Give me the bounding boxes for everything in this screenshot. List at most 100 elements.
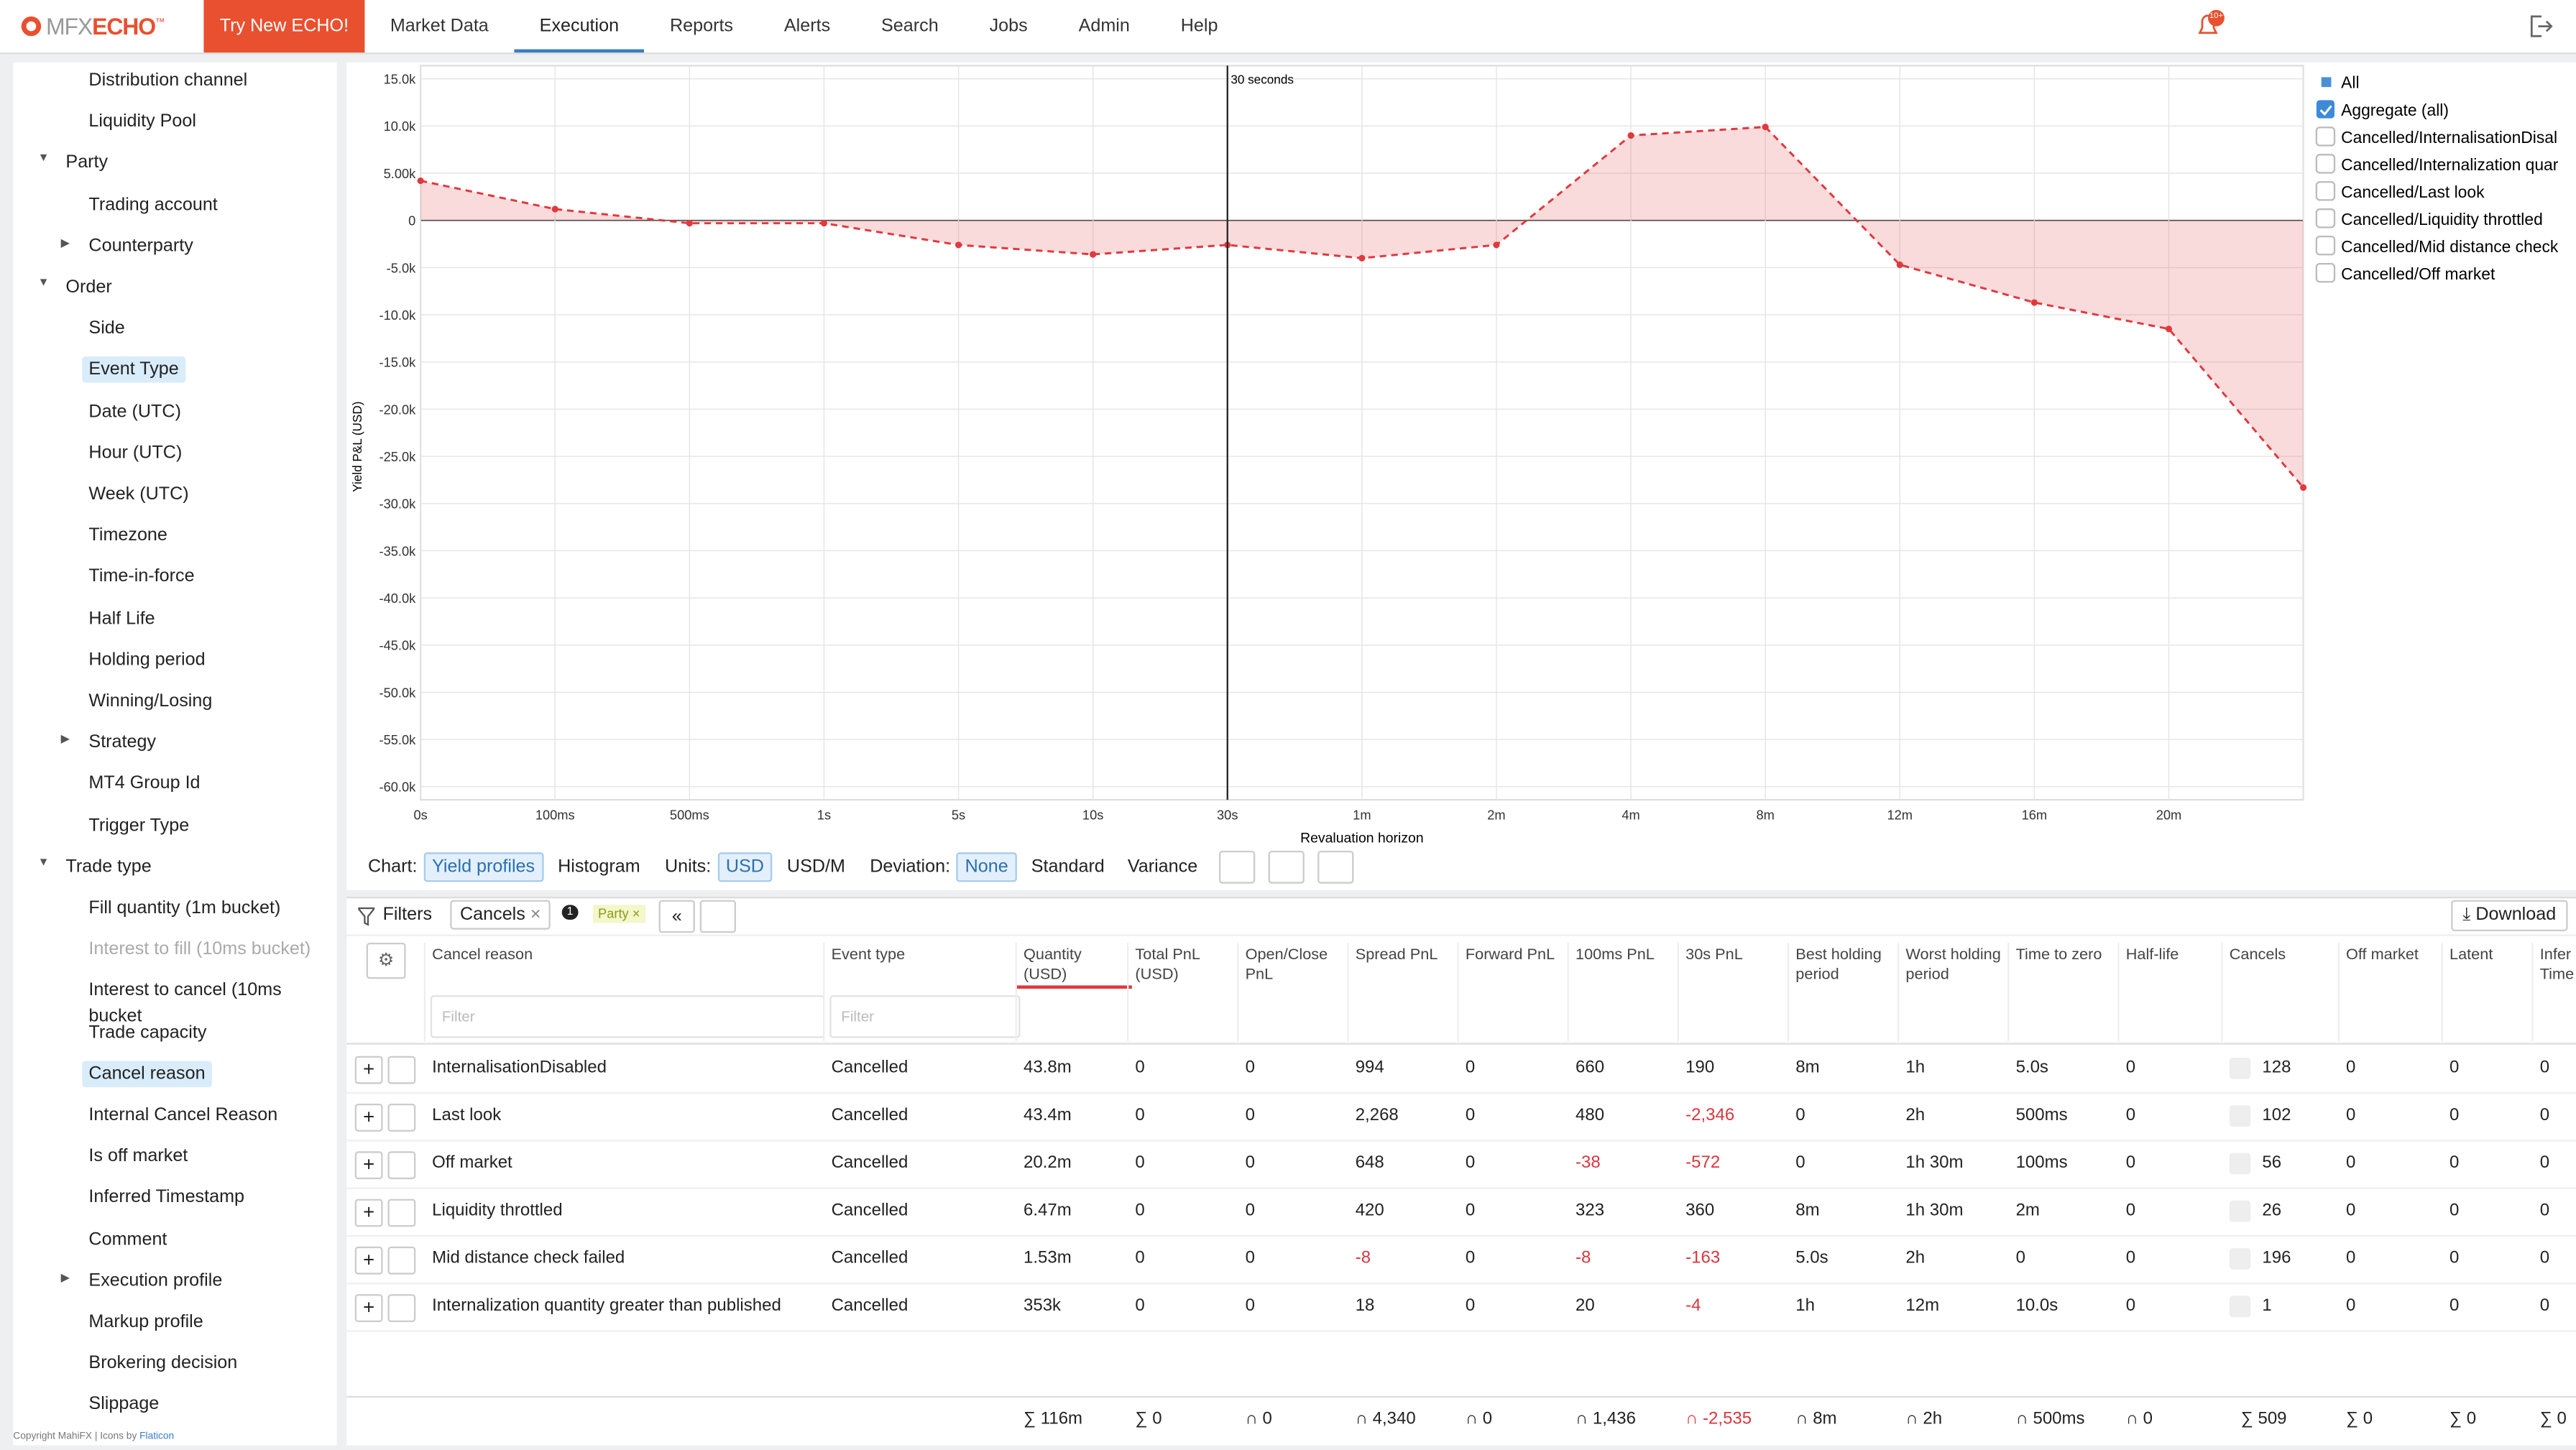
download-button[interactable]: ⤓ Download <box>2451 900 2568 931</box>
nav-tab[interactable]: Reports <box>669 16 734 37</box>
expand-button[interactable]: + <box>354 1056 383 1084</box>
sidebar-item[interactable]: Counterparty <box>88 236 193 257</box>
sidebar-item[interactable]: Interest to fill (10ms bucket) <box>88 939 311 960</box>
sidebar-item[interactable]: MT4 Group Id <box>88 774 201 794</box>
filter-row-button[interactable] <box>387 1056 416 1084</box>
nav-tab[interactable]: Alerts <box>783 16 831 37</box>
column-header[interactable]: Worst holding period <box>1905 946 2001 984</box>
filter-row-button[interactable] <box>387 1246 416 1275</box>
settings-button[interactable] <box>1218 850 1256 884</box>
table-cell: 0 <box>2125 1296 2136 1316</box>
table-cell: 43.4m <box>1023 1105 1072 1125</box>
column-header[interactable]: Total PnL (USD) <box>1135 946 1200 984</box>
toolbar-option[interactable]: Standard <box>1031 857 1105 877</box>
expand-button[interactable]: + <box>354 1151 383 1180</box>
sidebar-item[interactable]: Slippage <box>88 1395 160 1415</box>
column-header[interactable]: Time to zero <box>2015 946 2102 964</box>
sidebar-item[interactable]: Week (UTC) <box>88 484 189 504</box>
filter-row-button[interactable] <box>387 1294 416 1322</box>
filter-row-button[interactable] <box>387 1151 416 1180</box>
settings-button[interactable]: ⚙ <box>366 942 406 979</box>
column-filter[interactable]: Filter <box>829 995 1021 1038</box>
column-header[interactable]: Forward PnL <box>1465 946 1555 964</box>
column-header[interactable]: Cancel reason <box>432 946 533 964</box>
nav-tab[interactable]: Help <box>1180 16 1218 37</box>
toolbar-option[interactable]: USD/M <box>786 857 845 877</box>
nav-tab[interactable]: Jobs <box>989 16 1028 37</box>
sidebar-item[interactable]: Half Life <box>88 609 155 629</box>
x-tick-label: 5s <box>952 808 965 823</box>
toolbar-option[interactable]: Histogram <box>558 857 640 877</box>
sidebar-item[interactable]: Brokering decision <box>88 1353 238 1374</box>
delete-button[interactable] <box>699 900 736 933</box>
column-header[interactable]: Spread PnL <box>1355 946 1438 964</box>
x-tick-label: 12m <box>1887 808 1913 823</box>
column-header[interactable]: Open/Close PnL <box>1245 946 1328 984</box>
sidebar-item[interactable]: Comment <box>88 1229 167 1250</box>
collapse-button[interactable]: « <box>658 900 695 933</box>
toolbar-option[interactable]: None <box>957 852 1017 882</box>
sidebar-item[interactable]: Fill quantity (1m bucket) <box>88 898 281 918</box>
column-header[interactable]: 30s PnL <box>1685 946 1743 964</box>
nav-tab[interactable]: Search <box>881 16 939 37</box>
zoom-out-button[interactable] <box>1317 850 1354 884</box>
sidebar-item[interactable]: Trigger Type <box>88 816 190 836</box>
expand-button[interactable]: + <box>354 1246 383 1275</box>
sidebar-item[interactable]: Trade type <box>65 856 152 877</box>
expand-button[interactable]: + <box>354 1199 383 1227</box>
nav-tab[interactable]: Market Data <box>390 16 489 37</box>
logout-icon[interactable] <box>2526 13 2553 40</box>
footer-link[interactable]: Flaticon <box>139 1432 175 1442</box>
x-tick-label: 1m <box>1353 808 1371 823</box>
column-header[interactable]: Infer Time <box>2539 946 2575 984</box>
column-header[interactable]: Half-life <box>2125 946 2179 964</box>
try-button[interactable]: Try New ECHO! <box>203 0 365 53</box>
column-header[interactable]: Best holding period <box>1795 946 1882 984</box>
nav-tab[interactable]: Admin <box>1078 16 1130 37</box>
visibility-button[interactable] <box>1268 850 1305 884</box>
sidebar-item[interactable]: Liquidity Pool <box>88 111 196 132</box>
bell-icon[interactable] <box>2195 9 2231 43</box>
sidebar-item[interactable]: Date (UTC) <box>88 402 181 422</box>
column-header[interactable]: Event type <box>831 946 906 964</box>
expand-button[interactable]: + <box>354 1103 383 1132</box>
cancels-chip[interactable]: Cancels × <box>450 900 551 930</box>
column-filter[interactable]: Filter <box>430 995 825 1038</box>
sidebar-item[interactable]: Party <box>65 153 109 173</box>
sidebar-item[interactable]: Winning/Losing <box>88 691 213 711</box>
tree-arrow: ▼ <box>37 856 50 869</box>
sidebar-item[interactable]: Internal Cancel Reason <box>88 1105 278 1125</box>
sidebar-item[interactable]: Holding period <box>88 650 206 670</box>
column-header[interactable]: Quantity (USD) <box>1023 946 1082 984</box>
sidebar-item[interactable]: Side <box>88 318 125 339</box>
toolbar-option[interactable]: Yield profiles <box>423 852 543 882</box>
sidebar-item[interactable]: Execution profile <box>88 1270 223 1291</box>
column-header[interactable]: Off market <box>2345 946 2419 964</box>
sidebar-item[interactable]: Trading account <box>88 195 218 215</box>
sidebar-item[interactable]: Timezone <box>88 525 167 546</box>
toolbar-option[interactable]: Variance <box>1127 857 1198 877</box>
toolbar-option[interactable]: USD <box>717 852 773 882</box>
sidebar-item[interactable]: Time-in-force <box>88 567 195 587</box>
party-chip[interactable]: Party × <box>593 905 645 923</box>
sidebar-item[interactable]: Trade capacity <box>88 1022 207 1043</box>
chart: 15.0k 10.0k 5.00k 0 -5.0k -10.0k -15.0k -20.0k -… <box>350 65 2559 846</box>
sidebar-item[interactable]: Cancel reason <box>82 1061 212 1087</box>
sidebar-item[interactable]: Is off market <box>88 1146 188 1167</box>
sidebar-item[interactable]: Strategy <box>88 732 157 753</box>
sidebar-item[interactable]: Interest to cancel (10ms bucket <box>88 981 282 1028</box>
sidebar-item[interactable]: Hour (UTC) <box>88 443 183 463</box>
filters-label[interactable]: Filters <box>382 905 433 925</box>
sidebar-item[interactable]: Order <box>65 277 112 297</box>
sidebar-item[interactable]: Inferred Timestamp <box>88 1188 245 1208</box>
nav-tab[interactable]: Execution <box>514 0 645 53</box>
sidebar-item[interactable]: Markup profile <box>88 1312 203 1332</box>
expand-button[interactable]: + <box>354 1294 383 1322</box>
column-header[interactable]: Latent <box>2449 946 2493 964</box>
sidebar-item[interactable]: Distribution channel <box>88 70 248 91</box>
column-header[interactable]: 100ms PnL <box>1575 946 1655 964</box>
filter-row-button[interactable] <box>387 1199 416 1227</box>
column-header[interactable]: Cancels <box>2229 946 2286 964</box>
sidebar-item[interactable]: Event Type <box>82 356 185 384</box>
filter-row-button[interactable] <box>387 1103 416 1132</box>
